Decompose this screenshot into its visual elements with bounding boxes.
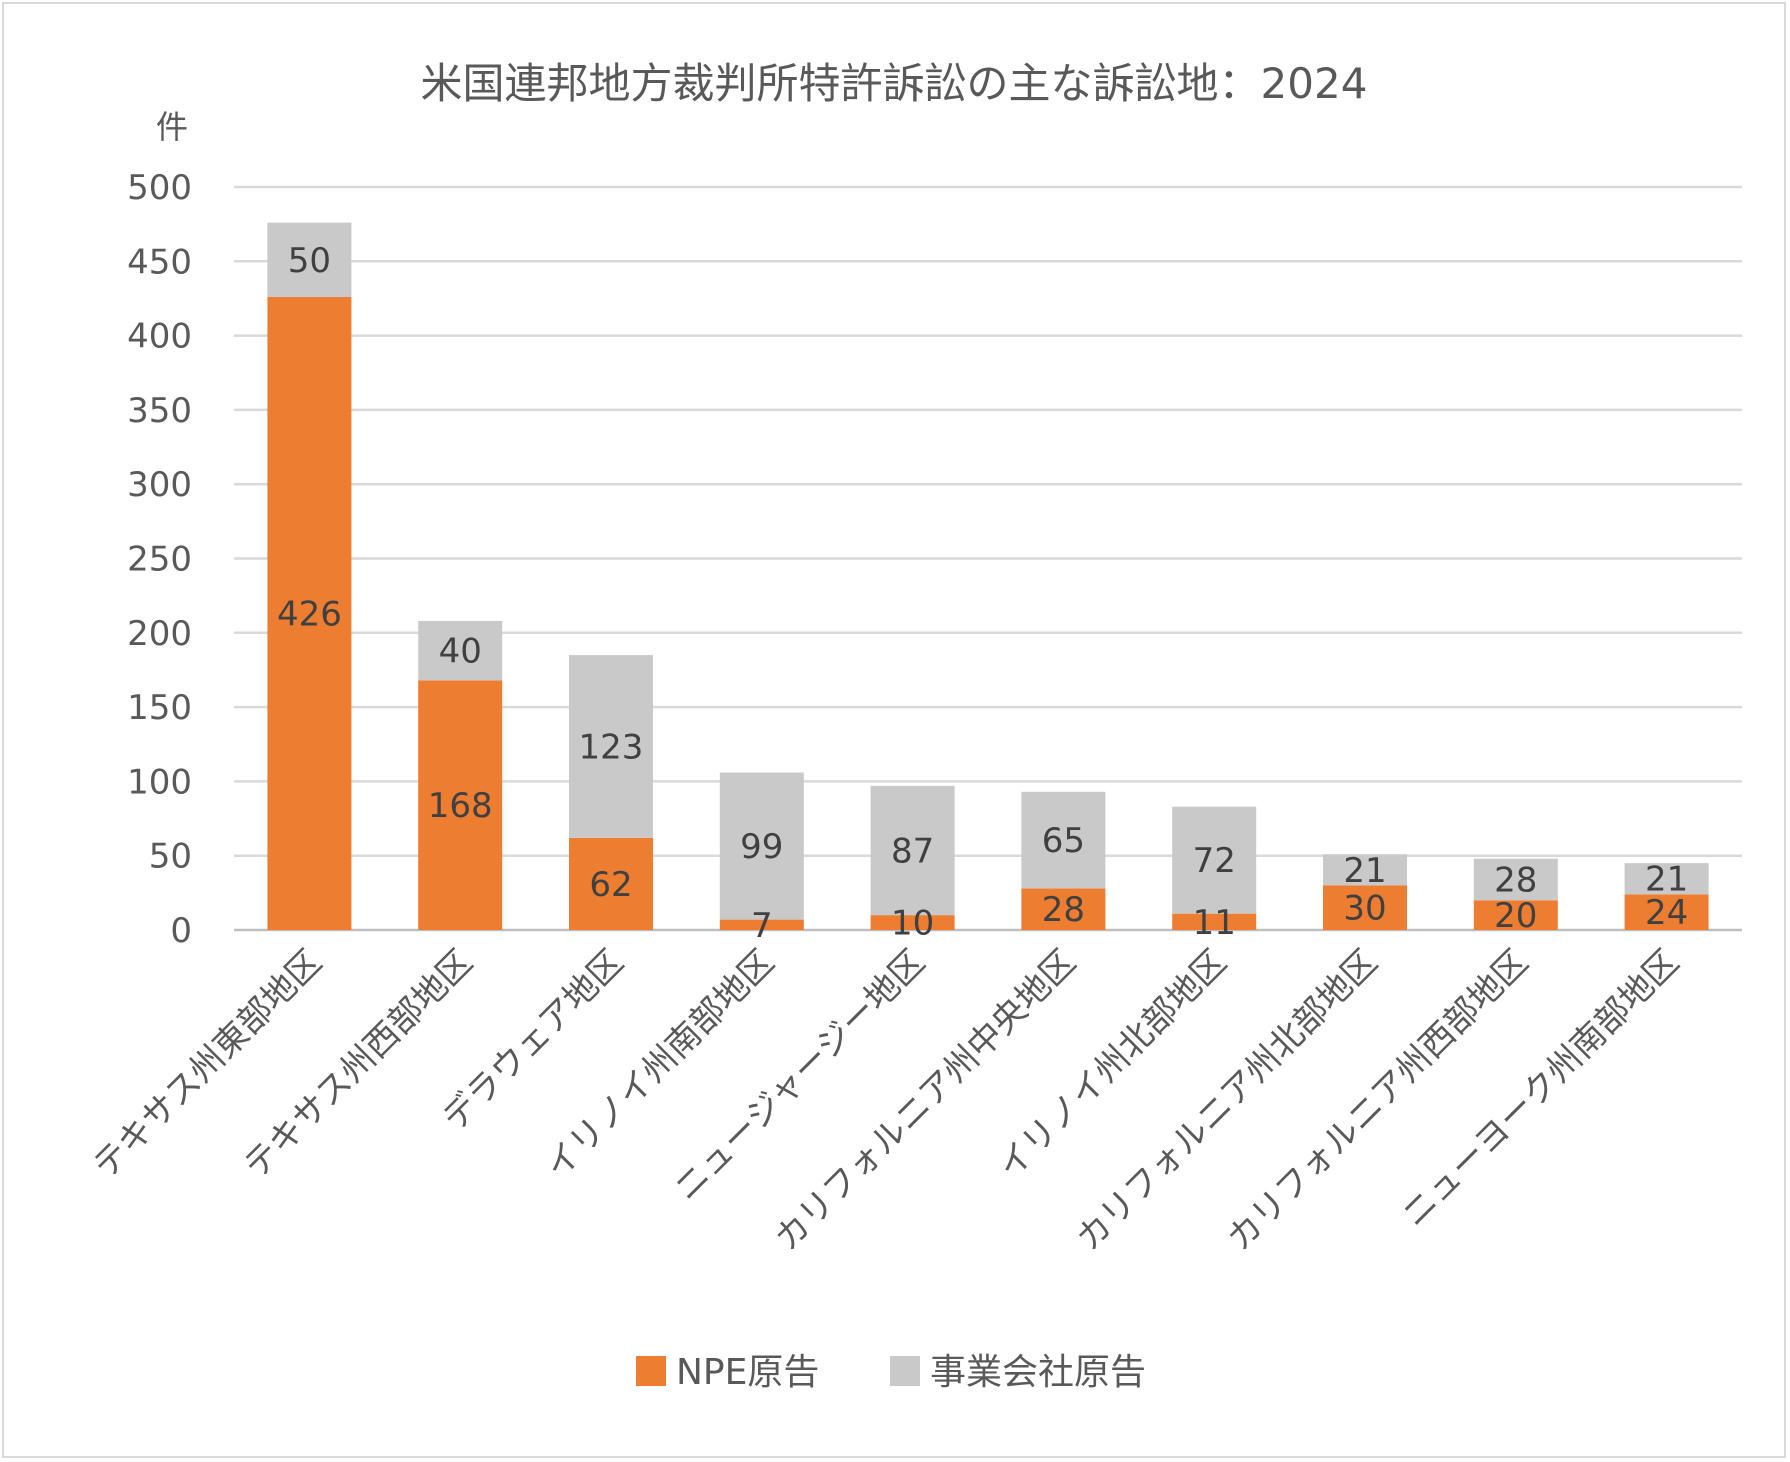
bar-segment-operating-company [569, 655, 653, 838]
bar-segment-operating-company [1021, 791, 1106, 889]
data-labels: 4265016840621237991087286511723021202824… [277, 241, 1688, 946]
bar-segment-npe [719, 919, 804, 930]
data-label: 62 [589, 865, 632, 905]
x-tick-label: ニューヨーク州南部地区 [1394, 942, 1687, 1235]
data-label: 72 [1193, 841, 1236, 881]
y-tick-label: 100 [127, 762, 192, 802]
bar-segment-npe [870, 915, 955, 930]
bar-segment-npe [1172, 913, 1257, 930]
data-label: 30 [1343, 889, 1386, 929]
bar-segment-npe [1021, 888, 1106, 930]
y-tick-label: 150 [127, 688, 192, 728]
legend-label-npe: NPE原告 [676, 1352, 819, 1393]
x-tick-label: カリフォルニア州北部地区 [1069, 942, 1386, 1259]
data-label: 21 [1645, 860, 1688, 900]
data-label: 28 [1042, 890, 1085, 930]
bar-segment-operating-company [1172, 806, 1257, 914]
y-tick-label: 350 [127, 391, 192, 431]
legend-label-operating-company: 事業会社原告 [930, 1352, 1146, 1393]
bar-segment-npe [1624, 894, 1709, 930]
bar-segment-npe [569, 837, 653, 930]
bar-segment-operating-company [870, 785, 955, 916]
legend-swatch-operating-company [890, 1356, 920, 1386]
chart-canvas: 米国連邦地方裁判所特許訴訟の主な訴訟地：2024 件 0 50 100 150 200 2… [86, 59, 1742, 1393]
chart-title: 米国連邦地方裁判所特許訴訟の主な訴訟地：2024 [421, 59, 1368, 108]
bar-segment-npe [1473, 900, 1558, 930]
data-label: 123 [579, 727, 644, 767]
data-label: 168 [428, 786, 493, 826]
bar-segment-npe [267, 296, 352, 930]
y-tick-label: 200 [127, 614, 192, 654]
data-label: 21 [1343, 851, 1386, 891]
data-label: 28 [1494, 860, 1537, 900]
x-tick-label: ニュージャージー地区 [666, 942, 933, 1209]
data-label: 99 [740, 827, 783, 867]
bar-segment-operating-company [1473, 858, 1558, 901]
y-tick-label: 300 [127, 465, 192, 505]
bar-segment-operating-company [418, 620, 503, 681]
y-tick-label: 250 [127, 540, 192, 580]
bar-segment-operating-company [719, 772, 804, 920]
bar-segment-operating-company [1323, 854, 1407, 886]
data-label: 426 [277, 594, 342, 634]
y-tick-label: 450 [127, 242, 192, 282]
x-tick-label: カリフォルニア州西部地区 [1219, 942, 1536, 1259]
y-tick-label: 400 [127, 317, 192, 357]
data-label: 87 [891, 831, 934, 871]
data-label: 40 [439, 632, 482, 672]
y-tick-label: 0 [170, 911, 192, 951]
data-label: 20 [1494, 896, 1537, 936]
data-label: 50 [288, 241, 331, 281]
y-tick-label: 500 [127, 168, 192, 208]
data-label: 11 [1193, 903, 1236, 943]
y-axis-unit-label: 件 [156, 108, 188, 146]
data-label: 65 [1042, 821, 1085, 861]
data-label: 24 [1645, 893, 1688, 933]
bar-segment-operating-company [267, 222, 352, 297]
bars [267, 222, 1709, 930]
data-label: 7 [751, 906, 773, 946]
bar-segment-npe [418, 680, 503, 930]
x-tick-label: カリフォルニア州中央地区 [767, 942, 1084, 1259]
x-axis-ticks: テキサス州東部地区テキサス州西部地区デラウェア地区イリノイ州南部地区ニュージャー… [86, 942, 1687, 1259]
legend: NPE原告 事業会社原告 [636, 1352, 1146, 1393]
bar-segment-npe [1323, 885, 1407, 930]
y-axis-ticks: 0 50 100 150 200 250 300 350 400 450 500 [127, 168, 192, 951]
y-tick-label: 50 [149, 837, 192, 877]
bar-segment-operating-company [1624, 863, 1709, 895]
data-label: 10 [891, 904, 934, 944]
legend-swatch-npe [636, 1356, 666, 1386]
